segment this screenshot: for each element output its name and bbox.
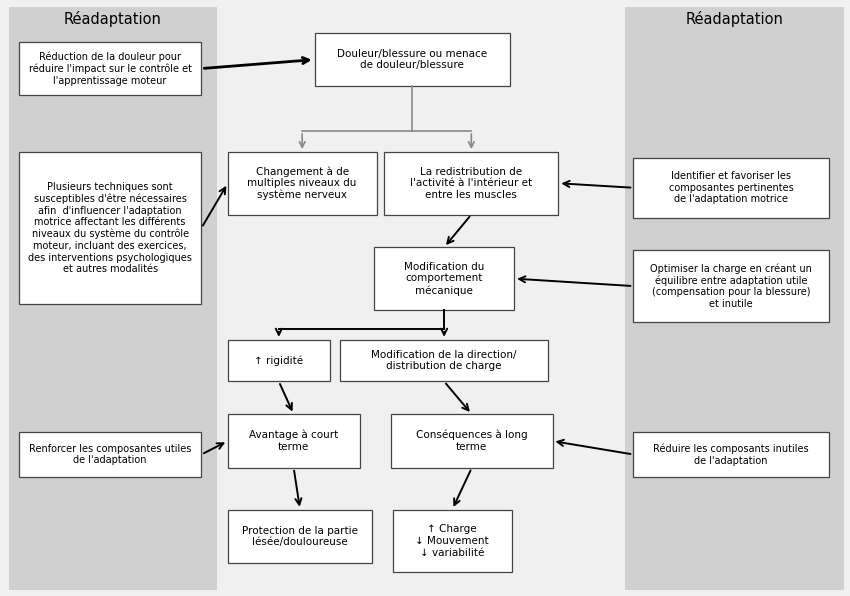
Text: Changement à de
multiples niveaux du
système nerveux: Changement à de multiples niveaux du sys… xyxy=(247,166,357,200)
Text: Réduction de la douleur pour
réduire l'impact sur le contrôle et
l'apprentissage: Réduction de la douleur pour réduire l'i… xyxy=(29,51,191,86)
Text: Réadaptation: Réadaptation xyxy=(64,11,162,27)
Text: Identifier et favoriser les
composantes pertinentes
de l'adaptation motrice: Identifier et favoriser les composantes … xyxy=(669,171,793,204)
Bar xyxy=(228,340,330,381)
Bar xyxy=(384,152,558,215)
Bar xyxy=(228,152,377,215)
Text: Modification du
comportement
mécanique: Modification du comportement mécanique xyxy=(404,262,484,296)
Bar xyxy=(19,152,201,304)
Text: Protection de la partie
lésée/douloureuse: Protection de la partie lésée/douloureus… xyxy=(242,526,358,547)
Text: Conséquences à long
terme: Conséquences à long terme xyxy=(416,430,528,452)
Bar xyxy=(391,414,552,468)
Bar xyxy=(633,432,829,477)
Text: Renforcer les composantes utiles
de l'adaptation: Renforcer les composantes utiles de l'ad… xyxy=(29,443,191,465)
Bar xyxy=(228,510,372,563)
Bar xyxy=(19,42,201,95)
Bar xyxy=(228,414,360,468)
Text: Avantage à court
terme: Avantage à court terme xyxy=(249,430,338,452)
Bar xyxy=(393,510,512,572)
Text: Plusieurs techniques sont
susceptibles d'être nécessaires
afin  d'influencer l'a: Plusieurs techniques sont susceptibles d… xyxy=(28,182,192,274)
Bar xyxy=(314,33,510,86)
Text: Réadaptation: Réadaptation xyxy=(685,11,784,27)
Text: Douleur/blessure ou menace
de douleur/blessure: Douleur/blessure ou menace de douleur/bl… xyxy=(337,49,487,70)
Text: Modification de la direction/
distribution de charge: Modification de la direction/ distributi… xyxy=(371,350,517,371)
Text: Optimiser la charge en créant un
équilibre entre adaptation utile
(compensation : Optimiser la charge en créant un équilib… xyxy=(650,263,812,309)
Text: Réduire les composants inutiles
de l'adaptation: Réduire les composants inutiles de l'ada… xyxy=(653,443,809,465)
Text: ↑ Charge
↓ Mouvement
↓ variabilité: ↑ Charge ↓ Mouvement ↓ variabilité xyxy=(416,524,489,557)
Bar xyxy=(8,7,217,590)
Bar xyxy=(633,158,829,218)
Bar xyxy=(340,340,548,381)
Bar xyxy=(374,247,514,310)
Text: La redistribution de
l'activité à l'intérieur et
entre les muscles: La redistribution de l'activité à l'inté… xyxy=(411,167,532,200)
Text: ↑ rigidité: ↑ rigidité xyxy=(254,355,303,366)
Bar xyxy=(625,7,844,590)
Bar xyxy=(633,250,829,322)
Bar xyxy=(19,432,201,477)
